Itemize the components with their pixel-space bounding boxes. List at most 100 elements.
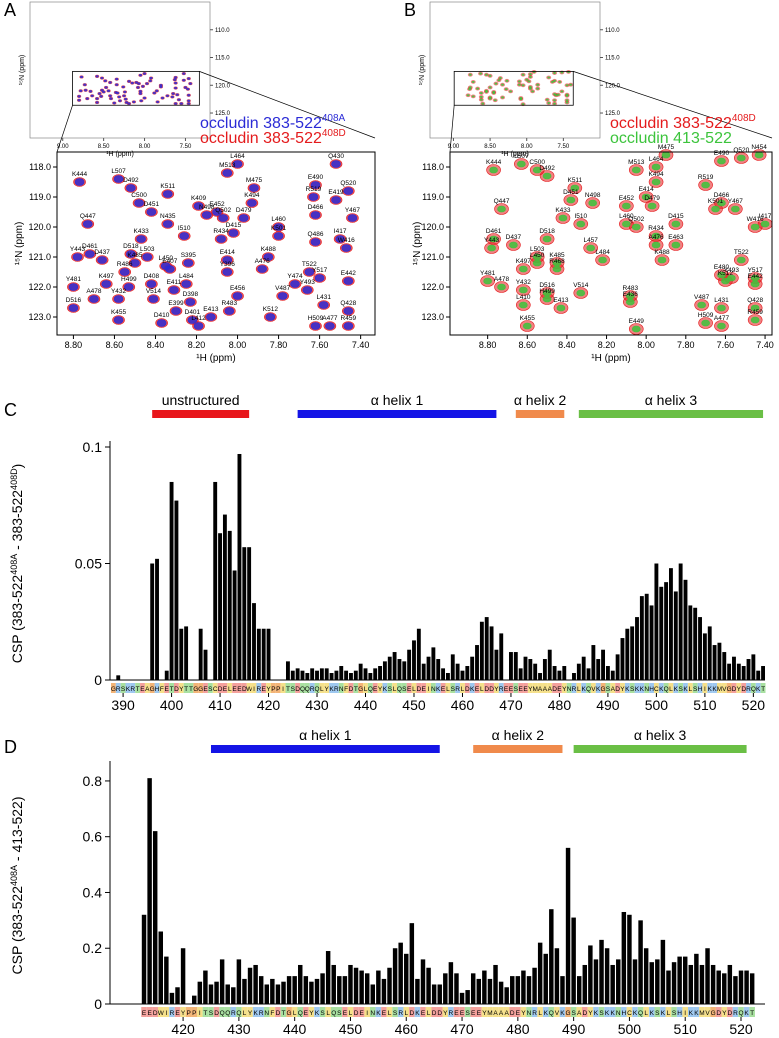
overview-peak xyxy=(132,100,136,104)
peak xyxy=(222,256,233,264)
residue-cell xyxy=(493,683,499,693)
y-tick-label: 0 xyxy=(94,672,102,688)
residue-letter: D xyxy=(552,686,557,693)
residue-letter: E xyxy=(262,686,267,693)
legend-superscript: 408D xyxy=(322,128,346,139)
residue-letter: L xyxy=(393,686,397,693)
peak-label: K455 xyxy=(111,309,127,316)
residue-letter: A xyxy=(145,686,150,693)
peak xyxy=(232,160,243,168)
overview-peak xyxy=(488,97,492,100)
peak xyxy=(598,256,607,264)
peak xyxy=(701,319,710,327)
x-tick-label: 420 xyxy=(171,1021,195,1037)
bar xyxy=(392,652,397,680)
peak xyxy=(641,193,651,201)
bar xyxy=(532,967,537,1004)
overview-peak xyxy=(525,78,529,81)
x-tick-label: 7.60 xyxy=(717,340,735,350)
overview-peak xyxy=(554,94,558,97)
panel-label: C xyxy=(4,400,17,420)
x-tick-label: 510 xyxy=(674,1021,698,1037)
peak-label: V487 xyxy=(275,285,291,292)
bar xyxy=(459,992,465,1004)
x-axis-label: ¹H (ppm) xyxy=(196,353,235,364)
residue-letter: D xyxy=(416,686,421,693)
bar xyxy=(232,570,237,680)
bar xyxy=(450,654,455,680)
residue-cell xyxy=(227,683,233,693)
residue-cell xyxy=(430,683,436,693)
bar xyxy=(426,656,431,680)
residue-letter: V xyxy=(705,1010,710,1017)
bar xyxy=(538,673,542,680)
residue-letter: R xyxy=(256,686,261,693)
residue-cell xyxy=(120,683,126,693)
peak xyxy=(310,322,321,330)
bar xyxy=(470,656,475,680)
zoom-connector xyxy=(56,105,73,153)
residue-letter: G xyxy=(358,686,363,693)
residue-letter: E xyxy=(557,686,562,693)
overview-peak xyxy=(187,77,191,80)
residue-letter: K xyxy=(470,686,475,693)
peak xyxy=(318,301,329,309)
bar xyxy=(445,673,450,680)
peak-label: K511 xyxy=(567,177,582,184)
peak-label: K512 xyxy=(263,306,279,313)
residue-letter: M xyxy=(717,686,722,693)
peak-label: R483 xyxy=(623,285,639,292)
overview-peak xyxy=(182,72,186,75)
x-tick-label: 400 xyxy=(160,697,184,713)
peak-label: K511 xyxy=(160,183,175,190)
bar xyxy=(499,633,504,680)
residue-letter: S xyxy=(514,686,519,693)
bar xyxy=(460,670,465,680)
bar xyxy=(376,970,381,1004)
peak xyxy=(483,277,492,285)
residue-cell xyxy=(492,1007,499,1017)
residue-letter: Q xyxy=(638,1010,643,1017)
legend-name: occludin 383-522 xyxy=(610,115,732,132)
bar xyxy=(348,964,353,1004)
bar xyxy=(331,964,336,1004)
x-axis-label: ¹H (ppm) xyxy=(591,353,630,364)
peak xyxy=(136,235,146,243)
overview-peak xyxy=(85,97,89,100)
residue-cell xyxy=(576,683,582,693)
peak xyxy=(97,256,107,264)
residue-letter: E xyxy=(359,1010,364,1017)
residue-cell xyxy=(157,1007,164,1017)
x-tick-label: 8.60 xyxy=(106,340,124,350)
residue-cell xyxy=(169,683,174,693)
residue-cell xyxy=(621,1007,627,1017)
peak xyxy=(509,241,518,249)
residue-letter: Y xyxy=(181,1010,186,1017)
residue-letter: K xyxy=(383,686,388,693)
overview-peak xyxy=(488,74,492,77)
residue-cell xyxy=(559,1007,566,1017)
x-tick-label: 430 xyxy=(227,1021,251,1037)
residue-letter: S xyxy=(402,686,407,693)
residue-letter: S xyxy=(320,1010,325,1017)
bar xyxy=(510,976,515,1004)
residue-cell xyxy=(481,1007,488,1017)
bar xyxy=(325,951,331,1004)
residue-cell xyxy=(639,683,645,693)
residue-cell xyxy=(726,683,732,693)
bar xyxy=(732,656,736,680)
bar xyxy=(557,670,562,680)
peak-label: D451 xyxy=(563,189,579,196)
residue-cell xyxy=(336,1007,343,1017)
overview-peak xyxy=(138,90,143,93)
residue-letter: E xyxy=(460,1010,465,1017)
overview-peak xyxy=(493,99,497,102)
residue-cell xyxy=(498,1007,504,1017)
residue-cell xyxy=(237,683,242,693)
residue-cell xyxy=(715,1007,722,1017)
residue-cell xyxy=(644,683,650,693)
bar xyxy=(666,970,671,1004)
residue-cell xyxy=(173,683,179,693)
peak-label: R519 xyxy=(698,174,714,181)
residue-cell xyxy=(448,1007,454,1017)
